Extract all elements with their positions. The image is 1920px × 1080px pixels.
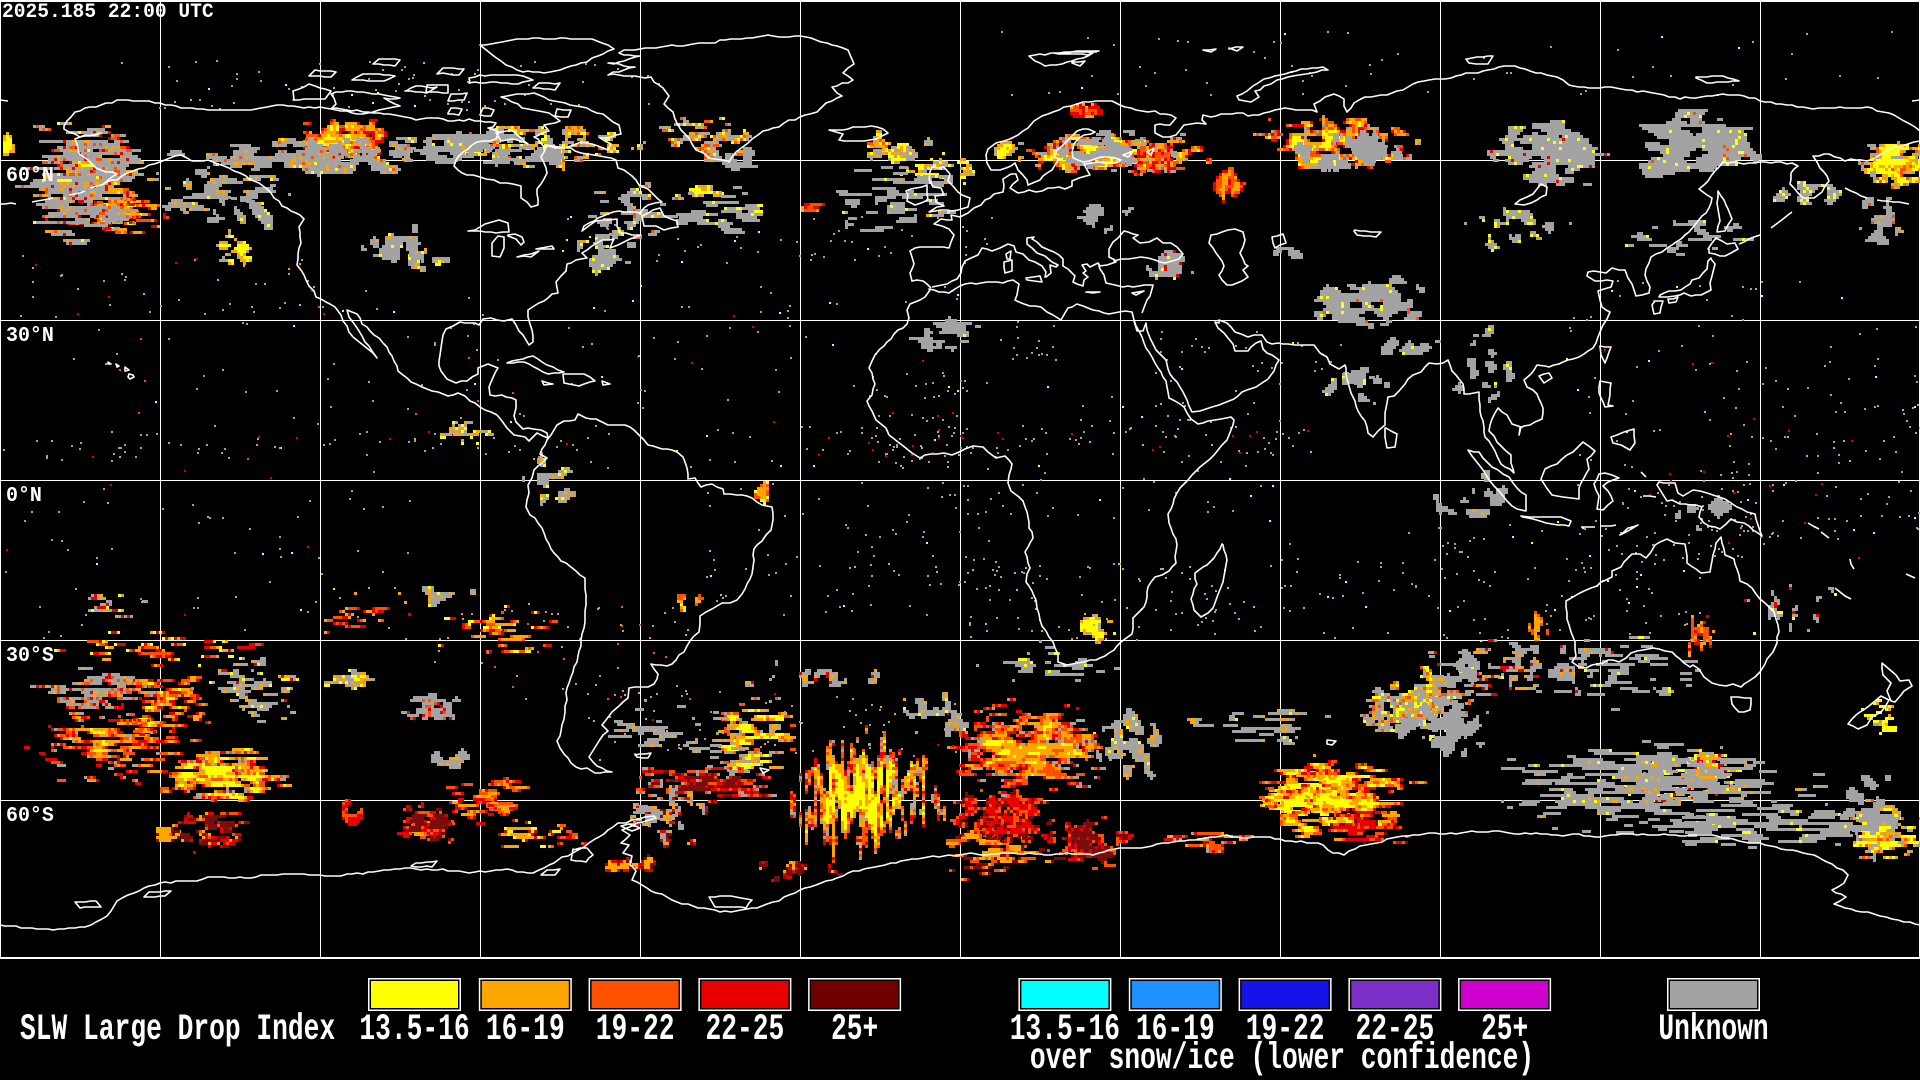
- svg-text:60°N: 60°N: [6, 165, 54, 189]
- svg-text:30°S: 30°S: [6, 645, 54, 669]
- svg-text:16-19: 16-19: [486, 1008, 565, 1051]
- svg-text:Unknown: Unknown: [1658, 1008, 1768, 1051]
- svg-text:25+: 25+: [831, 1008, 878, 1051]
- svg-text:13.5-16: 13.5-16: [1010, 1008, 1120, 1051]
- svg-text:22-25: 22-25: [1355, 1008, 1434, 1051]
- svg-text:25+: 25+: [1481, 1008, 1528, 1051]
- svg-text:30°N: 30°N: [6, 325, 54, 349]
- svg-text:22-25: 22-25: [705, 1008, 784, 1051]
- svg-text:19-22: 19-22: [1246, 1008, 1325, 1051]
- svg-text:over snow/ice (lower confidenc: over snow/ice (lower confidence): [1030, 1037, 1534, 1080]
- svg-text:19-22: 19-22: [596, 1008, 675, 1051]
- svg-text:16-19: 16-19: [1136, 1008, 1215, 1051]
- svg-text:SLW Large Drop Index: SLW Large Drop Index: [20, 1008, 335, 1051]
- svg-text:60°S: 60°S: [6, 805, 54, 829]
- svg-text:0°N: 0°N: [6, 485, 42, 509]
- svg-text:13.5-16: 13.5-16: [359, 1008, 469, 1051]
- svg-text:2025.185 22:00 UTC: 2025.185 22:00 UTC: [2, 1, 214, 23]
